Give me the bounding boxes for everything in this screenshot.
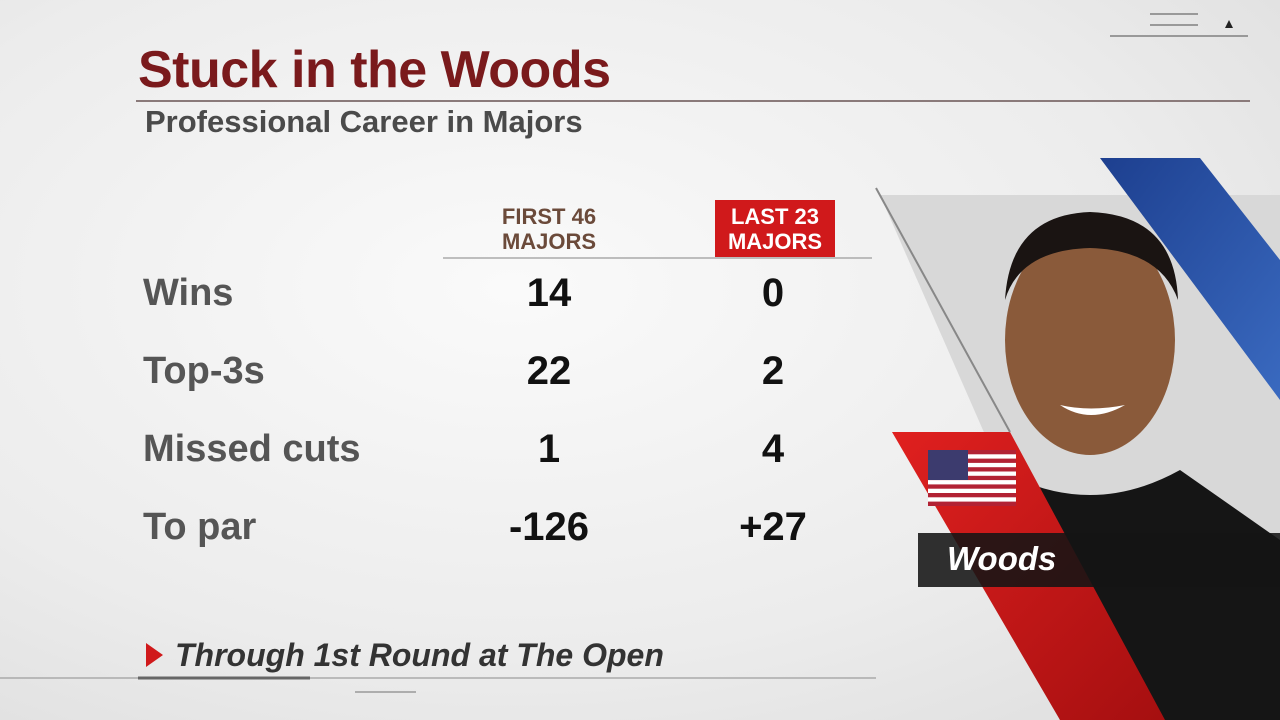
us-flag xyxy=(928,450,1016,506)
smile xyxy=(1060,405,1125,415)
subtitle: Professional Career in Majors xyxy=(145,104,583,139)
cell-value: 2 xyxy=(761,349,785,393)
row-label: To par xyxy=(143,506,257,548)
hair xyxy=(1005,212,1178,300)
player-name: Woods xyxy=(947,540,1057,577)
column-header: FIRST 46 MAJORS xyxy=(501,204,597,254)
cell-value: 1 xyxy=(537,427,561,471)
cell-value: 14 xyxy=(526,271,572,315)
row-label: Wins xyxy=(143,272,234,314)
cell-value: 22 xyxy=(526,349,572,393)
cell-value: -126 xyxy=(508,505,590,549)
diag-line xyxy=(875,187,1011,433)
cell-value: +27 xyxy=(739,505,807,549)
title: Stuck in the Woods xyxy=(138,41,611,99)
face xyxy=(1005,225,1175,455)
blue-stripe xyxy=(1100,158,1280,400)
cell-value: 0 xyxy=(761,271,785,315)
foot-marker xyxy=(146,643,163,667)
name-bar xyxy=(918,533,1280,587)
column-header-text: LAST 23 MAJORS xyxy=(727,203,823,254)
menu-arrow xyxy=(1225,20,1233,28)
row-label: Top-3s xyxy=(143,350,265,392)
cell-value: 4 xyxy=(761,427,785,471)
row-label: Missed cuts xyxy=(143,428,361,470)
footnote: Through 1st Round at The Open xyxy=(175,637,664,673)
column-header: LAST 23 MAJORS xyxy=(715,200,835,257)
